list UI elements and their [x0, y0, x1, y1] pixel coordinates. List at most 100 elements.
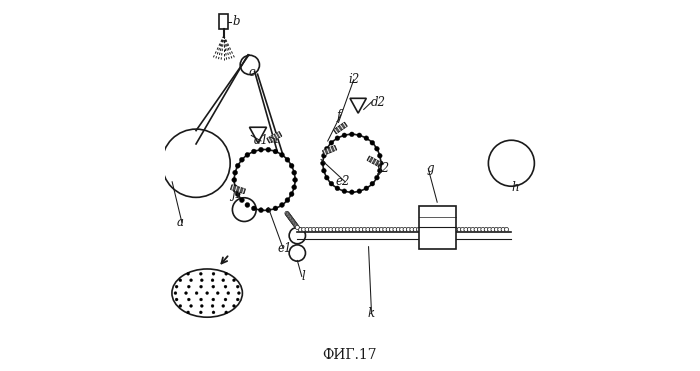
Circle shape	[292, 185, 297, 190]
Circle shape	[312, 227, 316, 232]
Circle shape	[175, 285, 178, 288]
Circle shape	[225, 272, 228, 275]
Circle shape	[484, 227, 489, 232]
Circle shape	[258, 208, 263, 213]
Text: g: g	[426, 162, 434, 175]
Circle shape	[498, 227, 502, 232]
Circle shape	[377, 168, 382, 173]
Circle shape	[295, 225, 300, 229]
Circle shape	[293, 178, 297, 182]
Circle shape	[224, 298, 227, 301]
Circle shape	[298, 227, 302, 232]
Text: ФИГ.17: ФИГ.17	[323, 348, 377, 362]
Circle shape	[501, 227, 505, 232]
Circle shape	[200, 279, 203, 282]
Circle shape	[454, 227, 458, 232]
Circle shape	[287, 214, 291, 219]
Circle shape	[211, 279, 214, 282]
Circle shape	[199, 272, 202, 275]
Circle shape	[356, 227, 360, 232]
Circle shape	[245, 152, 250, 157]
Circle shape	[251, 149, 256, 154]
Circle shape	[474, 227, 478, 232]
Circle shape	[293, 223, 298, 227]
Circle shape	[357, 133, 362, 138]
Circle shape	[279, 152, 284, 157]
Circle shape	[232, 198, 256, 221]
Circle shape	[370, 181, 374, 186]
Circle shape	[374, 147, 379, 151]
Circle shape	[239, 157, 244, 162]
Circle shape	[346, 227, 350, 232]
Polygon shape	[350, 98, 366, 113]
Circle shape	[427, 227, 430, 232]
Circle shape	[342, 189, 346, 194]
Circle shape	[266, 208, 271, 213]
Circle shape	[285, 157, 290, 162]
Circle shape	[232, 170, 237, 175]
Bar	[219, 14, 228, 29]
Circle shape	[295, 224, 299, 229]
Circle shape	[349, 227, 353, 232]
Circle shape	[286, 212, 290, 216]
Circle shape	[251, 206, 256, 211]
Circle shape	[290, 217, 293, 221]
Circle shape	[376, 227, 380, 232]
Circle shape	[335, 227, 340, 232]
Circle shape	[468, 227, 471, 232]
Circle shape	[190, 279, 193, 282]
Circle shape	[235, 163, 240, 168]
Circle shape	[321, 161, 326, 165]
Circle shape	[288, 216, 293, 220]
Circle shape	[291, 220, 295, 224]
Circle shape	[329, 181, 334, 186]
Circle shape	[290, 219, 295, 223]
Circle shape	[461, 227, 465, 232]
Circle shape	[199, 311, 202, 314]
Circle shape	[286, 214, 290, 218]
Circle shape	[212, 298, 215, 301]
Polygon shape	[367, 156, 381, 167]
Circle shape	[289, 163, 294, 168]
Circle shape	[162, 129, 230, 197]
Circle shape	[305, 227, 309, 232]
Text: f: f	[336, 108, 341, 122]
Circle shape	[237, 285, 239, 288]
Circle shape	[266, 147, 271, 152]
Circle shape	[433, 227, 438, 232]
Circle shape	[349, 190, 354, 194]
Circle shape	[237, 292, 240, 295]
Circle shape	[322, 227, 326, 232]
Circle shape	[286, 213, 290, 217]
Circle shape	[470, 227, 475, 232]
Circle shape	[450, 227, 454, 232]
Circle shape	[290, 218, 294, 222]
Circle shape	[349, 132, 354, 137]
Circle shape	[315, 227, 319, 232]
Circle shape	[335, 186, 340, 191]
Circle shape	[211, 305, 214, 308]
Circle shape	[342, 227, 346, 232]
Circle shape	[400, 227, 404, 232]
Circle shape	[199, 298, 202, 301]
Circle shape	[335, 136, 340, 141]
Circle shape	[224, 285, 227, 288]
Circle shape	[240, 55, 260, 75]
Circle shape	[285, 211, 289, 215]
Text: j1: j1	[231, 188, 242, 201]
Text: d1: d1	[253, 134, 269, 148]
Circle shape	[389, 227, 393, 232]
Circle shape	[185, 292, 188, 295]
Circle shape	[357, 189, 362, 194]
Circle shape	[289, 192, 294, 197]
Circle shape	[383, 227, 387, 232]
Circle shape	[232, 178, 237, 182]
Circle shape	[293, 222, 297, 226]
Circle shape	[288, 215, 292, 219]
Circle shape	[190, 305, 193, 308]
Polygon shape	[249, 127, 267, 143]
Circle shape	[464, 227, 468, 232]
Circle shape	[232, 305, 235, 308]
Circle shape	[289, 217, 293, 221]
Circle shape	[178, 279, 182, 282]
